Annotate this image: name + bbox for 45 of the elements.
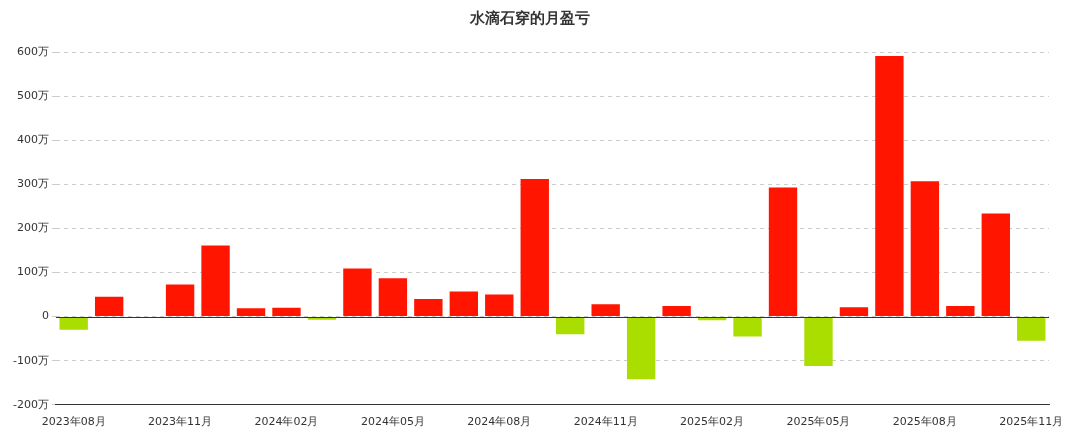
- x-tick-label: 2024年08月: [467, 415, 532, 429]
- bar: [1017, 317, 1046, 341]
- x-tick-label: 2023年11月: [148, 415, 213, 429]
- bar: [875, 55, 904, 317]
- x-tick-label: 2024年02月: [254, 415, 319, 429]
- bar: [626, 317, 656, 380]
- y-tick-label: 600万: [16, 44, 49, 58]
- x-tick-label: 2025年11月: [999, 415, 1064, 429]
- y-tick-label: 400万: [16, 133, 49, 147]
- y-tick-label: 500万: [16, 88, 49, 102]
- bar: [414, 298, 443, 317]
- x-tick-label: 2023年08月: [41, 415, 106, 429]
- bar: [236, 308, 266, 317]
- bar: [165, 284, 195, 317]
- bar: [910, 181, 940, 317]
- bar: [378, 278, 408, 317]
- bar: [946, 306, 975, 317]
- y-tick-label: 100万: [16, 265, 49, 279]
- x-tick-label: 2024年11月: [573, 415, 638, 429]
- y-tick-label: 300万: [16, 177, 49, 191]
- bar: [839, 307, 869, 317]
- bar: [804, 317, 833, 366]
- bar: [768, 187, 798, 317]
- bar: [272, 307, 301, 317]
- y-tick-label: 200万: [16, 221, 49, 235]
- x-tick-label: 2025年02月: [680, 415, 745, 429]
- bar: [591, 304, 620, 317]
- x-tick-label: 2025年05月: [786, 415, 851, 429]
- bar: [343, 268, 372, 317]
- x-tick-label: 2024年05月: [360, 415, 425, 429]
- bar: [449, 291, 479, 317]
- y-tick-label: 0: [41, 309, 49, 323]
- bar: [94, 296, 124, 317]
- y-tick-label: -100万: [13, 353, 49, 367]
- bar: [485, 294, 514, 317]
- bar: [556, 317, 585, 335]
- bar: [59, 317, 88, 330]
- bar: [662, 306, 691, 317]
- chart-title: 水滴石穿的月盈亏: [468, 8, 590, 27]
- x-tick-label: 2025年08月: [892, 415, 957, 429]
- bar: [201, 245, 230, 317]
- bar: [981, 213, 1010, 317]
- bar: [520, 179, 549, 317]
- bar: [733, 317, 762, 337]
- y-tick-label: -200万: [13, 397, 49, 411]
